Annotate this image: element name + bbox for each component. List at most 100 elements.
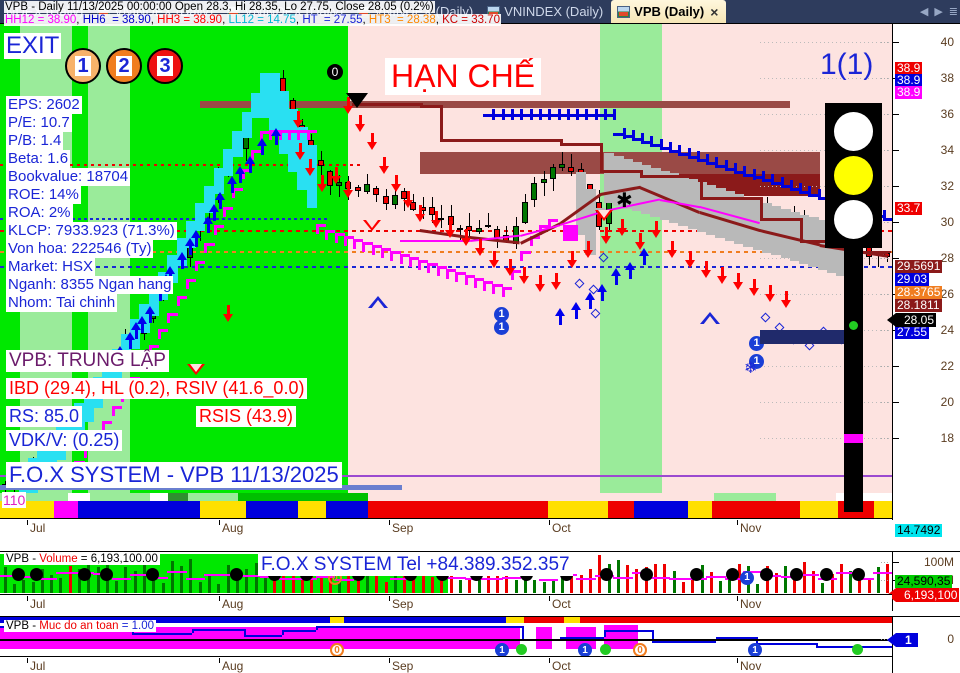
regime-ribbon[interactable] [0,501,892,518]
sar-riser [325,230,329,241]
volume-x-axis[interactable]: Jul Aug Sep Oct Nov [0,594,892,612]
buy-arrow-stem [238,174,242,183]
volume-bar [877,566,881,593]
volume-avg-seg [334,579,355,581]
candlestick-body [438,218,445,221]
prev-tab-icon[interactable]: ◀ [919,6,929,18]
trail-stop-seg [600,169,640,173]
volume-axis[interactable]: 100M50M24,590,356,193,100 [881,552,960,611]
price-axis[interactable]: 40 38 36 34 32 30 28 26 24 22 20 18 38.9 38.9 38.9 33.7… [881,24,960,537]
volume-bar [635,569,639,593]
safety-line-seg [756,643,800,645]
ohlc-header: VPB - Daily 11/13/2025 00:00:00 Open 28.… [4,1,435,13]
buy-arrow-stem [140,324,144,333]
list-item: ROE: 14% [6,186,177,204]
x-axis-label: Aug [218,520,244,535]
candlestick-body [391,194,398,205]
trail-stop-seg [440,139,560,143]
price-tick-label: 30 [940,215,954,229]
sar-riser [492,283,496,294]
blue-riser [622,127,626,139]
price-x-axis[interactable]: Jul Aug Sep Oct Nov [0,518,892,538]
safety-band [564,617,580,623]
blue-step [492,114,503,117]
sar-riser [436,265,440,276]
price-tick-dots [881,186,889,187]
candlestick-body [364,183,371,192]
volume-bar [691,578,695,593]
resistance-band-1 [200,101,790,108]
trail-stop-riser [440,105,443,140]
blue-step [483,114,494,117]
price-tick-dots [881,366,889,367]
sell-arrow-icon [519,276,529,284]
volume-avg-seg [483,578,503,580]
blue-riser [641,133,645,145]
volume-bar [821,582,825,593]
cloud-band-cyan [288,108,299,172]
purple-base-line [0,475,892,477]
next-tab-icon[interactable]: ▶ [934,6,943,18]
trail-stop-riser [888,250,891,253]
volume-avg-seg [446,577,466,579]
x-axis-label: Sep [388,520,414,535]
sar-riser [185,278,189,289]
regime-segment [800,501,838,518]
blue-riser [780,177,784,189]
sar-riser [102,420,106,431]
traffic-light-green-lamp [834,200,873,239]
safety-band [524,617,564,623]
price-tick-label: 18 [940,431,954,445]
grid-line [760,402,892,403]
sar-step [325,230,336,234]
safety-line-riser [816,643,818,646]
safety-x-axis[interactable]: Jul Aug Sep Oct Nov [0,656,892,673]
signal-badge-2[interactable]: 2 [106,48,142,84]
strip-seg [714,493,776,501]
price-tag: 27.55 [895,325,930,339]
blue-riser [631,130,635,142]
close-icon[interactable]: × [710,3,719,20]
sell-arrow-stem [586,241,590,250]
fundamental-value: ROE: 14% [6,186,81,204]
sar-step [473,277,485,281]
sell-arrow-icon [295,152,305,160]
tab-menu-icon[interactable]: ≣ [948,6,958,18]
sell-arrow-icon [601,236,611,244]
buy-arrow-stem [558,316,562,325]
volume-tick-dots [881,562,889,563]
strip-seg [68,493,90,501]
sar-step [464,274,475,278]
sar-step [278,130,290,134]
indicator-header: HH12 = 38.90, HH6 = 38.90, HH3 = 38.90, … [4,14,501,26]
sar-riser [473,277,477,288]
panel-header-token: VPB - [6,620,40,632]
cloud-band-grey [761,202,773,253]
signal-badge-3[interactable]: 3 [147,48,183,84]
sell-arrow-icon [331,176,341,184]
price-tag: 28.3765 [895,285,943,299]
volume-dot-marker [100,568,113,581]
safety-green-dot [600,644,611,655]
safety-line-riser [192,629,194,633]
sar-step [371,245,382,249]
price-tick-dots [881,222,889,223]
sar-riser [250,150,254,161]
indicator-token: HH6 = 38.90 [82,14,151,26]
safety-plot-area[interactable]: 0 1 1 0 1 [0,617,892,673]
safety-signal-marker: 1 [748,643,762,657]
safety-value-tag: 1 [887,633,918,647]
volume-bar [282,562,286,593]
volume-bar [793,573,797,593]
candle-wick [441,205,443,229]
safety-line-seg [700,641,716,643]
sell-arrow-stem [358,115,362,124]
blue-step [882,217,892,221]
sar-riser [446,268,449,279]
blue-riser [650,136,654,148]
price-tag: 38.9 [895,85,923,99]
price-tick-label: 36 [940,107,954,121]
signal-badge-1[interactable]: 1 [65,48,101,84]
tab-vpb-daily[interactable]: VPB (Daily) × [611,0,727,23]
